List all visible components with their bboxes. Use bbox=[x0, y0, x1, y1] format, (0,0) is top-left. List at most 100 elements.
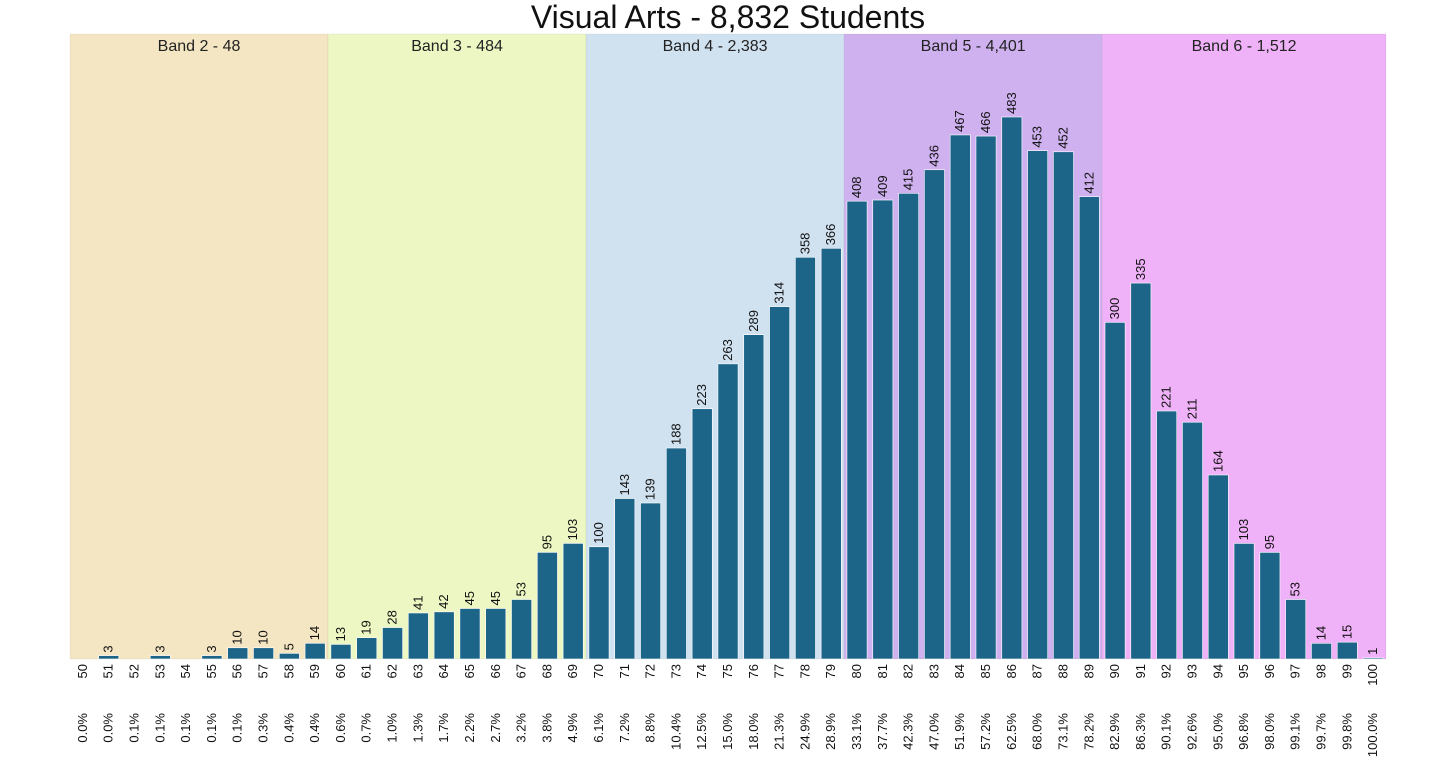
bar-92 bbox=[1156, 410, 1178, 660]
cumulative-percent-label: 92.6% bbox=[1184, 713, 1199, 750]
bar-value-label: 164 bbox=[1210, 450, 1225, 472]
x-tick-label: 78 bbox=[797, 664, 812, 678]
cumulative-percent-label: 86.3% bbox=[1133, 713, 1148, 750]
x-tick-label: 60 bbox=[333, 664, 348, 678]
cumulative-percent-label: 47.0% bbox=[926, 713, 941, 750]
cumulative-percent-label: 0.0% bbox=[101, 713, 116, 743]
bar-84 bbox=[949, 134, 971, 660]
bar-value-label: 188 bbox=[668, 423, 683, 445]
band-label: Band 6 - 1,512 bbox=[1192, 38, 1297, 55]
cumulative-percent-label: 8.8% bbox=[643, 713, 658, 743]
cumulative-percent-label: 1.0% bbox=[385, 713, 400, 743]
bar-value-label: 300 bbox=[1107, 298, 1122, 320]
x-tick-label: 82 bbox=[901, 664, 916, 678]
bar-91 bbox=[1130, 282, 1152, 660]
x-tick-labels: 50 51 52 53 54 55 56 57 58 59 60 61 62 63 64 65 66 67 68 69… bbox=[75, 664, 1380, 686]
bar-77 bbox=[769, 306, 790, 660]
x-tick-label: 85 bbox=[978, 664, 993, 678]
bar-86 bbox=[1001, 116, 1023, 660]
cumulative-percent-label: 0.1% bbox=[127, 713, 142, 743]
bar-value-label: 14 bbox=[307, 626, 322, 640]
bar-value-label: 10 bbox=[230, 630, 245, 644]
cumulative-percent-label: 82.9% bbox=[1107, 713, 1122, 750]
bar-value-label: 466 bbox=[978, 111, 993, 133]
bar-value-label: 45 bbox=[488, 591, 503, 605]
cumulative-percent-label: 6.1% bbox=[591, 713, 606, 743]
bar-70 bbox=[588, 546, 610, 660]
cumulative-percent-label: 2.2% bbox=[462, 713, 477, 743]
cumulative-percent-label: 12.5% bbox=[694, 713, 709, 750]
cumulative-percent-label: 24.9% bbox=[797, 713, 812, 750]
cumulative-percent-label: 1.3% bbox=[410, 713, 425, 743]
bar-82 bbox=[898, 193, 919, 660]
x-tick-label: 81 bbox=[875, 664, 890, 678]
bar-59 bbox=[304, 642, 326, 660]
cumulative-percent-label: 33.1% bbox=[849, 713, 864, 750]
x-tick-label: 63 bbox=[410, 664, 425, 678]
bar-value-label: 139 bbox=[643, 478, 658, 500]
x-tick-label: 62 bbox=[385, 664, 400, 678]
bar-69 bbox=[562, 543, 584, 660]
bar-75 bbox=[717, 363, 739, 660]
x-tick-label: 57 bbox=[256, 664, 271, 678]
bar-value-label: 483 bbox=[1004, 92, 1019, 114]
cumulative-percent-label: 57.2% bbox=[978, 713, 993, 750]
cumulative-percent-label: 98.0% bbox=[1262, 713, 1277, 750]
bar-98 bbox=[1311, 642, 1332, 660]
bar-value-label: 453 bbox=[1030, 126, 1045, 148]
cumulative-percent-label: 7.2% bbox=[617, 713, 632, 743]
bar-81 bbox=[872, 199, 894, 660]
bars bbox=[98, 116, 1384, 660]
bar-65 bbox=[459, 608, 481, 660]
bar-value-label: 366 bbox=[823, 224, 838, 246]
bar-value-label: 408 bbox=[849, 176, 864, 198]
x-tick-label: 73 bbox=[668, 664, 683, 678]
cumulative-percent-label: 18.0% bbox=[746, 713, 761, 750]
x-tick-label: 55 bbox=[204, 664, 219, 678]
x-tick-label: 50 bbox=[75, 664, 90, 678]
bar-63 bbox=[407, 612, 429, 660]
bar-value-label: 14 bbox=[1313, 626, 1328, 640]
cumulative-percent-label: 100.0% bbox=[1365, 713, 1380, 758]
cumulative-percent-label: 0.7% bbox=[359, 713, 374, 743]
bar-value-label: 412 bbox=[1081, 172, 1096, 194]
cumulative-percent-label: 99.8% bbox=[1339, 713, 1354, 750]
x-tick-label: 77 bbox=[772, 664, 787, 678]
bar-value-label: 100 bbox=[591, 522, 606, 544]
cumulative-percent-label: 21.3% bbox=[772, 713, 787, 750]
x-tick-label: 79 bbox=[823, 664, 838, 678]
x-tick-label: 92 bbox=[1159, 664, 1174, 678]
bar-85 bbox=[975, 135, 997, 660]
bar-90 bbox=[1104, 322, 1126, 660]
x-tick-label: 100 bbox=[1365, 664, 1380, 686]
x-tick-label: 80 bbox=[849, 664, 864, 678]
bar-value-labels: 3 3 3 10 10 5 14 13 19 28 41 42 45 45 53 95 103 100 143 139… bbox=[101, 92, 1380, 655]
x-tick-label: 68 bbox=[539, 664, 554, 678]
bar-100 bbox=[1362, 657, 1384, 660]
bar-value-label: 436 bbox=[926, 145, 941, 167]
x-tick-label: 54 bbox=[178, 664, 193, 678]
cumulative-percent-label: 73.1% bbox=[1055, 713, 1070, 750]
bar-71 bbox=[614, 498, 636, 660]
cumulative-percent-label: 96.8% bbox=[1236, 713, 1251, 750]
x-tick-label: 72 bbox=[643, 664, 658, 678]
x-tick-label: 65 bbox=[462, 664, 477, 678]
x-tick-label: 56 bbox=[230, 664, 245, 678]
bar-96 bbox=[1259, 552, 1281, 660]
bar-55 bbox=[201, 655, 223, 660]
bar-value-label: 45 bbox=[462, 591, 477, 605]
bar-value-label: 10 bbox=[256, 630, 271, 644]
x-tick-label: 53 bbox=[152, 664, 167, 678]
x-tick-label: 86 bbox=[1004, 664, 1019, 678]
bar-value-label: 41 bbox=[410, 596, 425, 610]
x-tick-label: 70 bbox=[591, 664, 606, 678]
cumulative-percent-label: 0.1% bbox=[152, 713, 167, 743]
bar-60 bbox=[330, 644, 352, 660]
x-tick-label: 64 bbox=[436, 664, 451, 678]
band-label: Band 5 - 4,401 bbox=[921, 38, 1026, 55]
bar-72 bbox=[640, 502, 661, 660]
x-tick-label: 89 bbox=[1081, 664, 1096, 678]
bar-value-label: 452 bbox=[1055, 127, 1070, 149]
cumulative-percent-label: 0.4% bbox=[281, 713, 296, 743]
x-tick-label: 66 bbox=[488, 664, 503, 678]
